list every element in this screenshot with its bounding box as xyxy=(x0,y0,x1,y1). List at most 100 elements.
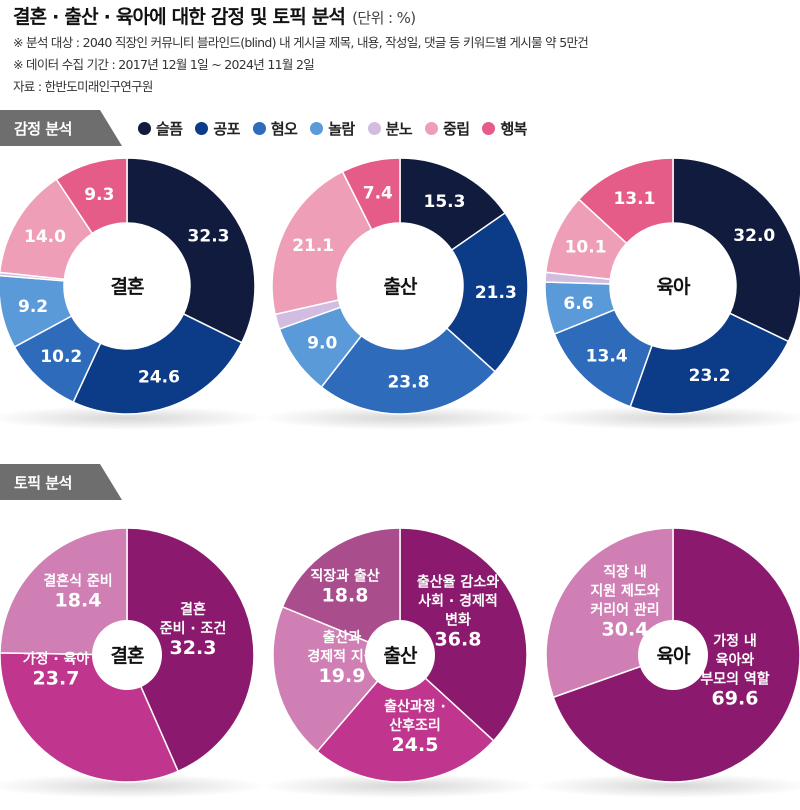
slice-value-label: 13.4 xyxy=(586,346,628,366)
pie-shadow xyxy=(534,774,800,798)
slice-label: 결혼식 준비 18.4 xyxy=(43,573,112,612)
slice-label-line: 변화 xyxy=(445,613,471,629)
legend-item: 중립 xyxy=(425,118,470,139)
donut-shadow xyxy=(533,406,800,430)
slice-label-line: 커리어 관리 xyxy=(590,602,659,619)
donut-slice-행복 xyxy=(341,157,401,231)
donut-slice-중립 xyxy=(271,170,373,316)
pie-center-label: 결혼 xyxy=(111,644,144,667)
emotion-legend: 슬픔 공포 혐오 놀람 분노 중립 행복 xyxy=(138,118,540,139)
header: 결혼 · 출산 · 육아에 대한 감정 및 토픽 분석 (단위 : %) ※ 분… xyxy=(0,0,800,100)
slice-label-line: 출산율 감소와 xyxy=(417,574,499,591)
donut-slice-공포 xyxy=(72,312,243,415)
donut-shadow xyxy=(260,406,540,430)
pie-slice xyxy=(126,527,255,773)
slice-value: 23.7 xyxy=(33,668,80,690)
slice-value-label: 15.3 xyxy=(423,192,465,212)
slice-value-label: 21.3 xyxy=(475,283,517,303)
slice-label: 가정 · 육아 23.7 xyxy=(23,651,90,690)
legend-label: 행복 xyxy=(500,120,527,138)
pie-shadow xyxy=(0,774,266,798)
slice-value-label: 13.1 xyxy=(613,189,655,209)
slice-value: 19.9 xyxy=(319,665,366,687)
donut-slice-공포 xyxy=(629,312,790,415)
emotion-section-banner: 감정 분석 xyxy=(0,110,122,146)
legend-item: 혐오 xyxy=(252,118,298,139)
slice-value: 32.3 xyxy=(170,637,217,659)
legend-dot xyxy=(425,122,439,135)
legend-item: 슬픔 xyxy=(138,118,183,139)
slice-label-line: 산후조리 xyxy=(389,717,441,734)
slice-label-line: 출산과 xyxy=(323,629,362,646)
pie-center-hole xyxy=(365,620,435,690)
legend-label: 슬픔 xyxy=(156,120,183,138)
legend-dot xyxy=(367,122,381,135)
legend-dot xyxy=(310,122,324,135)
donut-slice-슬픔 xyxy=(672,157,800,343)
slice-value: 18.4 xyxy=(55,590,102,612)
slice-label-line: 육아와 xyxy=(716,652,755,669)
page-title: 결혼 · 출산 · 육아에 대한 감정 및 토픽 분석 xyxy=(13,6,346,28)
legend-dot xyxy=(482,122,496,135)
pie-center-label: 육아 xyxy=(657,645,691,667)
slice-label-line: 출산과정 · xyxy=(384,698,446,715)
slice-label-line: 직장 내 xyxy=(603,564,647,581)
legend-label: 놀람 xyxy=(328,120,355,138)
slice-value-label: 23.2 xyxy=(689,366,731,386)
slice-value-label: 14.0 xyxy=(24,227,66,247)
collection-period-note: ※ 데이터 수집 기간 : 2017년 12월 1일 ~ 2024년 11월 2… xyxy=(13,57,315,72)
slice-label-line: 결혼식 준비 xyxy=(43,573,112,590)
donut-center-label: 육아 xyxy=(657,276,691,298)
pie-slice xyxy=(316,653,495,783)
pie-center-hole xyxy=(92,620,162,690)
slice-value-label: 32.3 xyxy=(188,226,230,246)
pie-slice xyxy=(0,527,128,656)
slice-value: 30.4 xyxy=(602,619,649,641)
donut-slice-슬픔 xyxy=(126,157,256,344)
pie-shadow xyxy=(261,774,539,798)
legend-item: 분노 xyxy=(367,118,413,139)
pie-center-label: 출산 xyxy=(384,645,418,667)
donut-slice-공포 xyxy=(445,211,529,373)
topic-section-banner: 토픽 분석 xyxy=(0,464,122,500)
slice-value-label: 9.3 xyxy=(84,185,114,205)
slice-label-line: 사회 · 경제적 xyxy=(418,593,497,610)
slice-value-label: 10.2 xyxy=(40,347,82,367)
slice-label-line: 지원 제도와 xyxy=(590,583,659,600)
slice-value: 36.8 xyxy=(435,629,482,651)
donut-slice-행복 xyxy=(55,157,128,235)
slice-value-label: 7.4 xyxy=(363,184,393,204)
slice-label-line: 결혼 xyxy=(180,601,206,618)
legend-dot xyxy=(252,122,266,135)
slice-value: 18.8 xyxy=(322,585,369,607)
legend-label: 분노 xyxy=(385,120,413,138)
legend-dot xyxy=(195,122,209,135)
legend-dot xyxy=(138,122,151,135)
analysis-target-note: ※ 분석 대상 : 2040 직장인 커뮤니티 블라인드(blind) 내 게시… xyxy=(13,35,589,50)
pie-center-hole xyxy=(638,620,708,690)
slice-value-label: 23.8 xyxy=(387,373,429,393)
slice-value-label: 24.6 xyxy=(138,368,180,388)
slice-label-line: 부모의 역할 xyxy=(700,671,769,688)
donut-center-label: 결혼 xyxy=(111,275,144,298)
slice-label-line: 경제적 지원 xyxy=(307,648,376,665)
slice-value: 24.5 xyxy=(392,734,439,756)
pie-slice xyxy=(399,527,528,742)
donut-slice-행복 xyxy=(577,157,674,245)
slice-value-label: 21.1 xyxy=(292,236,334,256)
slice-label: 결혼 준비 · 조건 32.3 xyxy=(160,601,227,659)
slice-value: 69.6 xyxy=(712,688,759,710)
legend-label: 혐오 xyxy=(270,120,298,138)
slice-label-line: 가정 내 xyxy=(713,633,757,650)
legend-label: 공포 xyxy=(213,120,240,138)
slice-label-line: 직장과 출산 xyxy=(310,568,379,585)
legend-item: 놀람 xyxy=(310,118,355,139)
pie-slice xyxy=(281,527,401,657)
slice-label: 직장과 출산 18.8 xyxy=(310,568,379,607)
donut-shadow xyxy=(0,406,267,430)
